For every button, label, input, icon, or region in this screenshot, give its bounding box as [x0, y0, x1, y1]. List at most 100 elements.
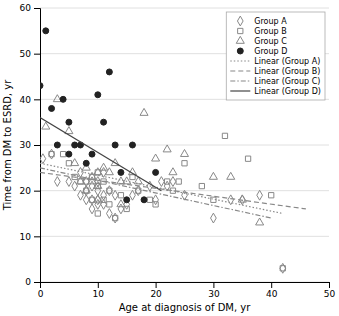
point	[129, 142, 135, 148]
y-tick-label: 20	[20, 186, 32, 196]
legend-symbol	[237, 48, 243, 54]
x-tick: 10	[93, 282, 105, 299]
x-tick: 40	[266, 282, 278, 299]
y-axis-title: Time from DM to ESRD, yr	[2, 79, 13, 211]
point	[101, 167, 107, 177]
point	[66, 119, 72, 125]
point	[169, 168, 177, 175]
point	[107, 186, 113, 196]
legend-item: Group A	[237, 16, 287, 26]
point	[49, 105, 55, 111]
point	[43, 28, 49, 34]
y-tick-label: 60	[20, 3, 32, 13]
x-tick-label: 20	[150, 289, 162, 299]
x-tick: 0	[38, 282, 44, 299]
legend-symbol	[230, 60, 250, 61]
point	[182, 161, 187, 166]
legend-label: Linear (Group A)	[254, 57, 320, 66]
legend-symbol	[230, 70, 250, 71]
point	[170, 177, 176, 187]
x-tick-label: 40	[266, 289, 278, 299]
x-axis: 0 10 20 30 40 50	[38, 282, 336, 299]
y-tick-mark	[34, 8, 40, 9]
point	[83, 160, 89, 166]
legend-item: Group B	[238, 27, 287, 36]
point	[269, 193, 274, 198]
point	[112, 190, 118, 200]
point	[66, 151, 72, 157]
x-axis-line	[41, 283, 330, 289]
point	[95, 186, 101, 196]
trend-line	[40, 172, 306, 209]
x-tick: 50	[324, 282, 336, 299]
y-axis: 0102030405060	[20, 3, 41, 287]
trend-line	[40, 118, 161, 191]
y-tick-mark	[34, 236, 40, 237]
x-tick-label: 0	[38, 289, 44, 299]
y-tick-label: 40	[20, 95, 32, 105]
point	[165, 179, 170, 184]
point	[280, 263, 286, 273]
point	[135, 186, 141, 196]
point	[153, 202, 158, 207]
legend: Group AGroup BGroup CGroup DLinear (Grou…	[226, 12, 325, 100]
y-tick: 40	[20, 95, 40, 105]
x-tick-mark	[213, 282, 214, 288]
legend-label: Linear (Group C)	[254, 77, 320, 86]
point	[152, 154, 160, 161]
y-tick-mark	[34, 191, 40, 192]
y-tick: 60	[20, 3, 40, 13]
x-axis-title: Age at diagnosis of DM, yr	[119, 302, 252, 313]
legend-label: Group C	[254, 37, 287, 46]
y-tick: 10	[20, 232, 40, 242]
legend-label: Group A	[254, 17, 287, 26]
x-tick: 20	[150, 282, 162, 299]
y-axis-line	[34, 9, 41, 283]
point	[147, 197, 152, 202]
grid	[40, 8, 329, 282]
y-tick-label: 30	[20, 140, 32, 150]
point	[40, 83, 43, 89]
point	[280, 266, 285, 271]
y-tick-mark	[34, 282, 40, 283]
y-tick-mark	[34, 54, 40, 55]
point	[89, 151, 95, 157]
point	[153, 195, 159, 205]
point	[71, 159, 79, 166]
y-tick: 20	[20, 186, 40, 196]
point	[257, 190, 263, 200]
trend-line	[40, 168, 271, 218]
legend-label: Group B	[254, 27, 286, 36]
point	[209, 172, 217, 179]
point	[95, 92, 101, 98]
point	[211, 213, 217, 223]
x-tick: 30	[208, 282, 220, 299]
x-tick-label: 50	[324, 289, 336, 299]
point	[65, 127, 73, 134]
legend-item: Linear (Group B)	[230, 67, 320, 76]
point	[40, 154, 46, 164]
y-tick-label: 0	[25, 277, 31, 287]
point	[49, 149, 55, 159]
point	[141, 197, 147, 203]
x-tick-mark	[156, 282, 157, 288]
point	[54, 177, 60, 187]
point	[238, 195, 246, 202]
point	[60, 151, 65, 156]
point	[118, 204, 124, 214]
point	[106, 69, 112, 75]
point	[159, 177, 165, 187]
trend-line	[40, 163, 283, 213]
legend-frame	[226, 12, 325, 100]
point	[199, 183, 204, 188]
point	[130, 190, 136, 200]
y-tick-mark	[34, 145, 40, 146]
point	[60, 96, 66, 102]
point	[89, 204, 95, 214]
point	[123, 177, 131, 184]
legend-item: Group D	[237, 47, 287, 56]
point	[112, 213, 118, 223]
point	[176, 179, 181, 184]
point	[153, 169, 159, 175]
point	[66, 177, 72, 187]
